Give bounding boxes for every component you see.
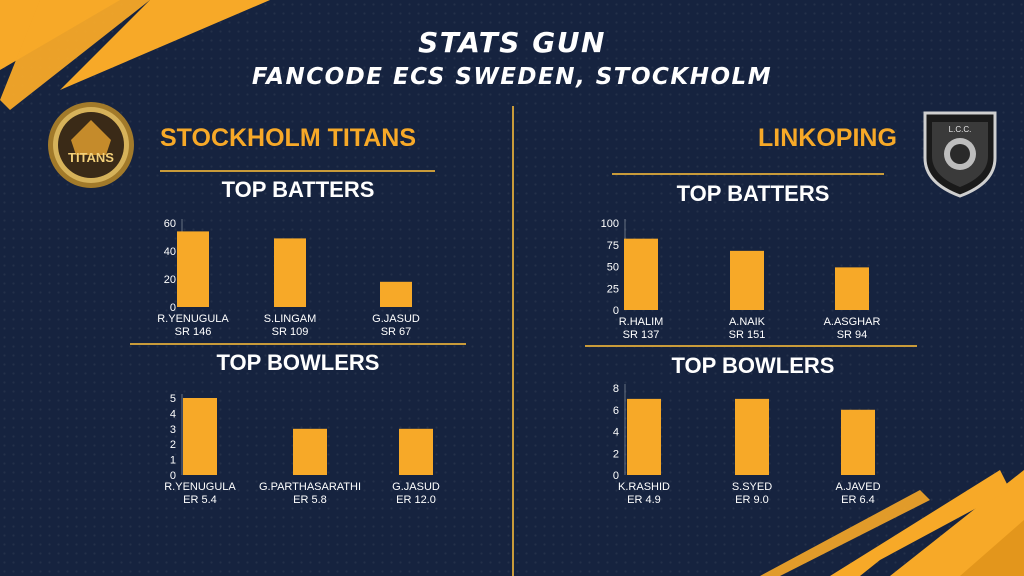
category-label: G.JASUD bbox=[372, 313, 420, 325]
category-label: K.RASHID bbox=[618, 481, 670, 493]
bar-ajaved bbox=[841, 409, 875, 475]
bar-gparthasarathi bbox=[293, 428, 327, 475]
category-label: S.LINGAM bbox=[264, 313, 317, 325]
bar-slingam bbox=[274, 238, 306, 307]
category-label: S.SYED bbox=[732, 481, 772, 493]
left-batters-title: TOP BATTERS bbox=[221, 177, 375, 202]
category-sublabel: SR 67 bbox=[381, 326, 412, 338]
rule-right-top bbox=[612, 173, 884, 175]
y-tick-label: 4 bbox=[170, 408, 176, 420]
rule-left-top bbox=[160, 170, 435, 172]
left-bowlers-title: TOP BOWLERS bbox=[216, 350, 380, 375]
category-label: G.PARTHASARATHI bbox=[259, 481, 361, 493]
category-sublabel: SR 137 bbox=[623, 329, 660, 341]
category-sublabel: SR 151 bbox=[729, 329, 766, 341]
category-label: R.YENUGULA bbox=[164, 481, 236, 493]
category-sublabel: SR 94 bbox=[837, 329, 868, 341]
page-title: STATS GUN bbox=[418, 26, 606, 59]
category-sublabel: ER 5.4 bbox=[183, 494, 217, 506]
y-tick-label: 2 bbox=[170, 439, 176, 451]
y-tick-label: 4 bbox=[613, 427, 619, 439]
bar-ssyed bbox=[735, 398, 769, 475]
y-tick-label: 0 bbox=[170, 302, 176, 314]
category-sublabel: SR 109 bbox=[272, 326, 309, 338]
y-tick-label: 0 bbox=[170, 470, 176, 482]
category-sublabel: ER 6.4 bbox=[841, 494, 875, 506]
category-label: R.HALIM bbox=[619, 316, 664, 328]
y-tick-label: 1 bbox=[170, 455, 176, 467]
y-tick-label: 20 bbox=[164, 274, 176, 286]
team-name-left: STOCKHOLM TITANS bbox=[160, 124, 417, 152]
bar-krashid bbox=[627, 398, 661, 475]
center-divider bbox=[512, 106, 514, 576]
bar-gjasud bbox=[399, 428, 433, 475]
right-bowlers-title: TOP BOWLERS bbox=[671, 353, 835, 378]
bar-rhalim bbox=[624, 238, 658, 310]
right-batters-title: TOP BATTERS bbox=[676, 181, 830, 206]
category-label: G.JASUD bbox=[392, 481, 440, 493]
category-label: A.NAIK bbox=[729, 316, 766, 328]
category-sublabel: ER 5.8 bbox=[293, 494, 327, 506]
y-tick-label: 3 bbox=[170, 424, 176, 436]
category-sublabel: ER 9.0 bbox=[735, 494, 769, 506]
bar-gjasud bbox=[380, 281, 412, 307]
y-tick-label: 6 bbox=[613, 405, 619, 417]
bar-aasghar bbox=[835, 267, 869, 310]
bar-ryenugula bbox=[177, 231, 209, 307]
category-label: A.ASGHAR bbox=[824, 316, 881, 328]
category-sublabel: ER 4.9 bbox=[627, 494, 661, 506]
y-tick-label: 25 bbox=[607, 283, 619, 295]
y-tick-label: 60 bbox=[164, 218, 176, 230]
y-tick-label: 50 bbox=[607, 262, 619, 274]
streak-bottom-right-2 bbox=[960, 520, 1024, 576]
lion-shield-icon: L.C.C. bbox=[923, 111, 997, 198]
y-tick-label: 100 bbox=[601, 218, 619, 230]
y-tick-label: 40 bbox=[164, 246, 176, 258]
rule-left-mid bbox=[130, 343, 466, 345]
y-tick-label: 0 bbox=[613, 470, 619, 482]
y-tick-label: 0 bbox=[613, 305, 619, 317]
y-tick-label: 75 bbox=[607, 240, 619, 252]
page-subtitle: FANCODE ECS SWEDEN, STOCKHOLM bbox=[251, 64, 773, 90]
category-sublabel: ER 12.0 bbox=[396, 494, 436, 506]
rule-right-mid bbox=[585, 345, 917, 347]
y-tick-label: 5 bbox=[170, 393, 176, 405]
y-tick-label: 2 bbox=[613, 448, 619, 460]
titans-badge-icon: TITANS bbox=[48, 102, 134, 188]
team-name-right: LINKOPING bbox=[758, 124, 897, 152]
titans-logo-text: TITANS bbox=[68, 150, 114, 165]
category-label: R.YENUGULA bbox=[157, 313, 229, 325]
category-sublabel: SR 146 bbox=[175, 326, 212, 338]
bar-ryenugula bbox=[183, 398, 217, 475]
bar-anaik bbox=[730, 250, 764, 310]
lion-logo-text: L.C.C. bbox=[949, 125, 972, 134]
category-label: A.JAVED bbox=[835, 481, 880, 493]
y-tick-label: 8 bbox=[613, 383, 619, 395]
